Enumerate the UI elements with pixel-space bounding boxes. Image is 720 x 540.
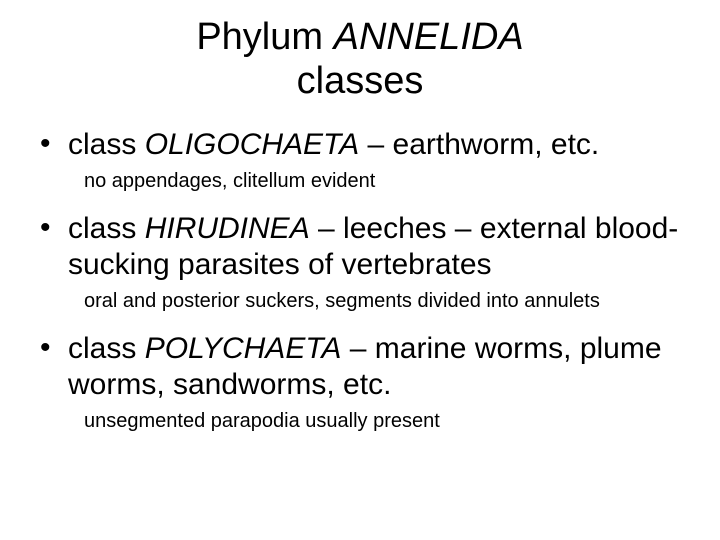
class-word: class xyxy=(68,332,145,365)
slide-title: Phylum ANNELIDA classes xyxy=(30,16,690,103)
class-word: class xyxy=(68,128,145,161)
item-heading: class POLYCHAETA – marine worms, plume w… xyxy=(68,331,690,403)
title-line2: classes xyxy=(297,60,424,102)
item-sub: no appendages, clitellum evident xyxy=(84,169,690,193)
class-name: POLYCHAETA xyxy=(145,332,342,365)
list-item: class HIRUDINEA – leeches – external blo… xyxy=(40,211,690,313)
class-name: OLIGOCHAETA xyxy=(145,128,359,161)
item-sub: oral and posterior suckers, segments div… xyxy=(84,289,690,313)
list-item: class OLIGOCHAETA – earthworm, etc. no a… xyxy=(40,127,690,193)
list-item: class POLYCHAETA – marine worms, plume w… xyxy=(40,331,690,433)
bullet-list: class OLIGOCHAETA – earthworm, etc. no a… xyxy=(30,127,690,433)
title-name: ANNELIDA xyxy=(334,16,524,58)
slide: Phylum ANNELIDA classes class OLIGOCHAET… xyxy=(0,0,720,540)
title-prefix: Phylum xyxy=(196,16,333,58)
item-heading: class OLIGOCHAETA – earthworm, etc. xyxy=(68,127,690,163)
item-sub: unsegmented parapodia usually present xyxy=(84,409,690,433)
class-word: class xyxy=(68,212,145,245)
item-heading: class HIRUDINEA – leeches – external blo… xyxy=(68,211,690,283)
class-rest: – earthworm, etc. xyxy=(359,128,599,161)
class-name: HIRUDINEA xyxy=(145,212,310,245)
